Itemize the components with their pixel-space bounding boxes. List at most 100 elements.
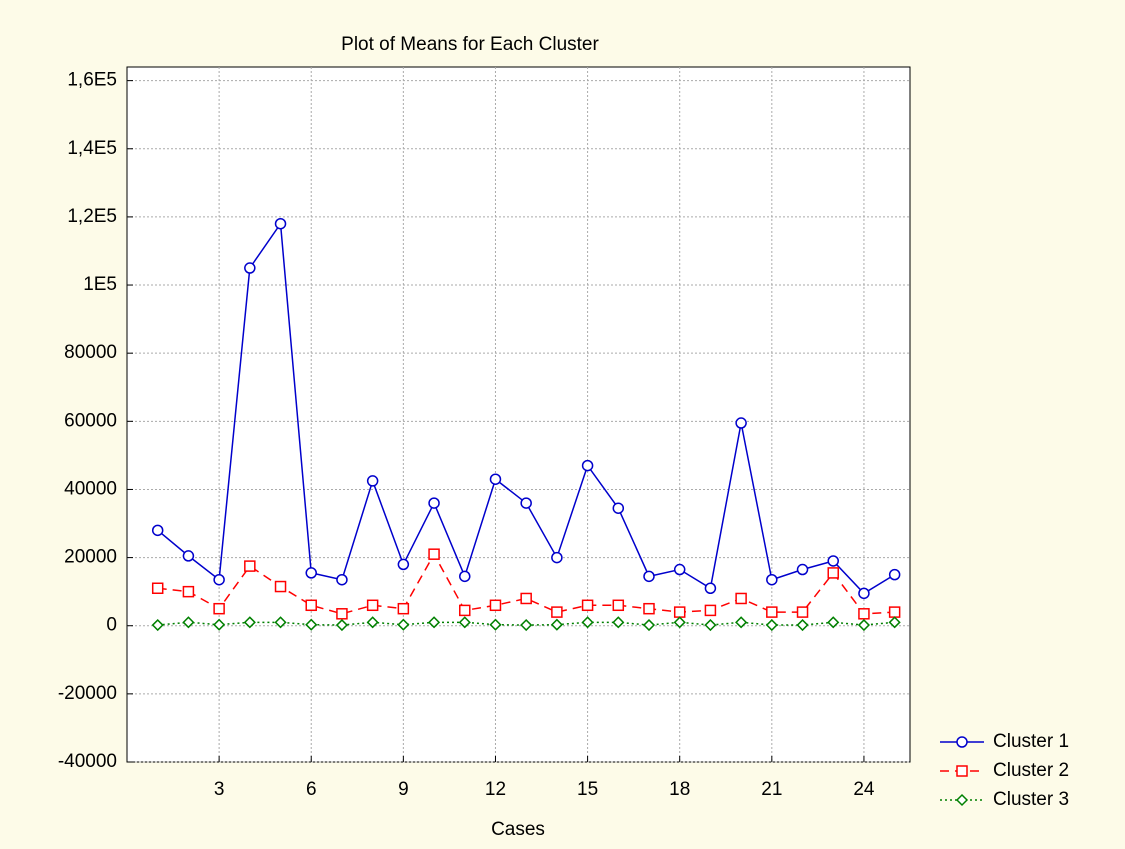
data-point [274, 217, 287, 230]
y-tick-label: -40000 [58, 751, 117, 772]
data-point [550, 618, 563, 631]
data-point [489, 473, 502, 485]
data-point [213, 602, 225, 615]
y-tick-label: 0 [106, 615, 117, 636]
legend-marker [955, 793, 969, 807]
y-tick-label: 1,6E5 [67, 70, 117, 91]
data-point [274, 580, 287, 593]
data-point [520, 592, 532, 605]
data-point [888, 616, 901, 629]
y-tick-label: 20000 [64, 547, 117, 568]
data-point [335, 618, 349, 632]
data-point [796, 563, 809, 576]
data-point [244, 560, 256, 572]
data-point [796, 618, 809, 632]
data-point [151, 618, 164, 632]
data-point [243, 616, 256, 629]
data-point [888, 568, 901, 581]
data-point [182, 616, 195, 629]
data-point [612, 599, 625, 612]
legend-label: Cluster 1 [993, 731, 1069, 752]
data-point [305, 618, 318, 631]
data-point [612, 502, 625, 514]
data-point [366, 475, 379, 487]
data-point [213, 618, 226, 631]
data-point [520, 497, 532, 509]
data-point [274, 616, 287, 629]
data-point [704, 582, 717, 594]
data-point [151, 582, 164, 594]
data-point [765, 618, 778, 632]
x-tick-label: 18 [669, 779, 690, 800]
chart-title: Plot of Means for Each Cluster [341, 34, 599, 55]
x-tick-label: 24 [853, 779, 875, 800]
y-tick-label: 1,2E5 [67, 206, 117, 227]
data-point [642, 618, 656, 632]
data-point [796, 606, 809, 618]
x-tick-label: 9 [398, 779, 409, 800]
plot-area [126, 66, 911, 763]
data-point [397, 618, 410, 631]
data-point [735, 592, 747, 605]
data-point [182, 550, 195, 562]
data-point [643, 602, 655, 615]
data-point [366, 616, 379, 629]
data-point [489, 599, 502, 612]
data-point [305, 599, 317, 612]
data-point [827, 555, 839, 567]
data-point [673, 563, 686, 576]
data-point [581, 459, 594, 472]
data-point [489, 618, 502, 631]
y-tick-label: 1,4E5 [67, 138, 117, 159]
data-point [858, 608, 870, 620]
data-point [182, 585, 195, 598]
x-tick-label: 15 [577, 779, 598, 800]
legend-marker [956, 736, 968, 748]
data-point [458, 616, 471, 629]
legend-marker [956, 765, 968, 777]
data-point [151, 524, 164, 537]
data-point [673, 606, 686, 618]
x-axis-label: Cases [491, 819, 545, 840]
data-point [459, 570, 471, 583]
data-point [397, 558, 410, 571]
legend-label: Cluster 2 [993, 760, 1069, 781]
y-tick-label: 40000 [64, 478, 117, 499]
data-point [643, 570, 655, 583]
data-point [428, 548, 440, 560]
data-point [827, 567, 839, 579]
data-point [858, 587, 870, 600]
x-tick-label: 12 [485, 779, 506, 800]
data-point [244, 262, 256, 274]
x-tick-label: 6 [306, 779, 317, 800]
legend-label: Cluster 3 [993, 789, 1069, 810]
data-point [581, 599, 594, 612]
x-tick-label: 3 [214, 779, 225, 800]
data-point [336, 608, 348, 620]
data-point [857, 618, 871, 632]
data-point [520, 618, 533, 632]
data-point [336, 573, 348, 586]
data-point [735, 616, 748, 629]
data-point [735, 417, 747, 429]
y-tick-label: 60000 [64, 410, 117, 431]
x-tick-label: 21 [761, 779, 782, 800]
data-point [704, 604, 717, 617]
data-point [766, 573, 778, 586]
data-point [551, 606, 563, 618]
data-point [213, 573, 225, 586]
data-point [551, 551, 563, 564]
y-tick-label: 1E5 [83, 274, 117, 295]
data-point [428, 497, 440, 509]
data-point [459, 604, 471, 617]
data-point [581, 616, 594, 629]
data-point [397, 602, 410, 615]
data-point [427, 616, 441, 629]
data-point [305, 567, 317, 579]
data-point [704, 618, 717, 632]
data-point [366, 599, 379, 612]
data-point [888, 606, 901, 618]
y-tick-label: 80000 [64, 342, 117, 363]
data-point [766, 606, 778, 618]
